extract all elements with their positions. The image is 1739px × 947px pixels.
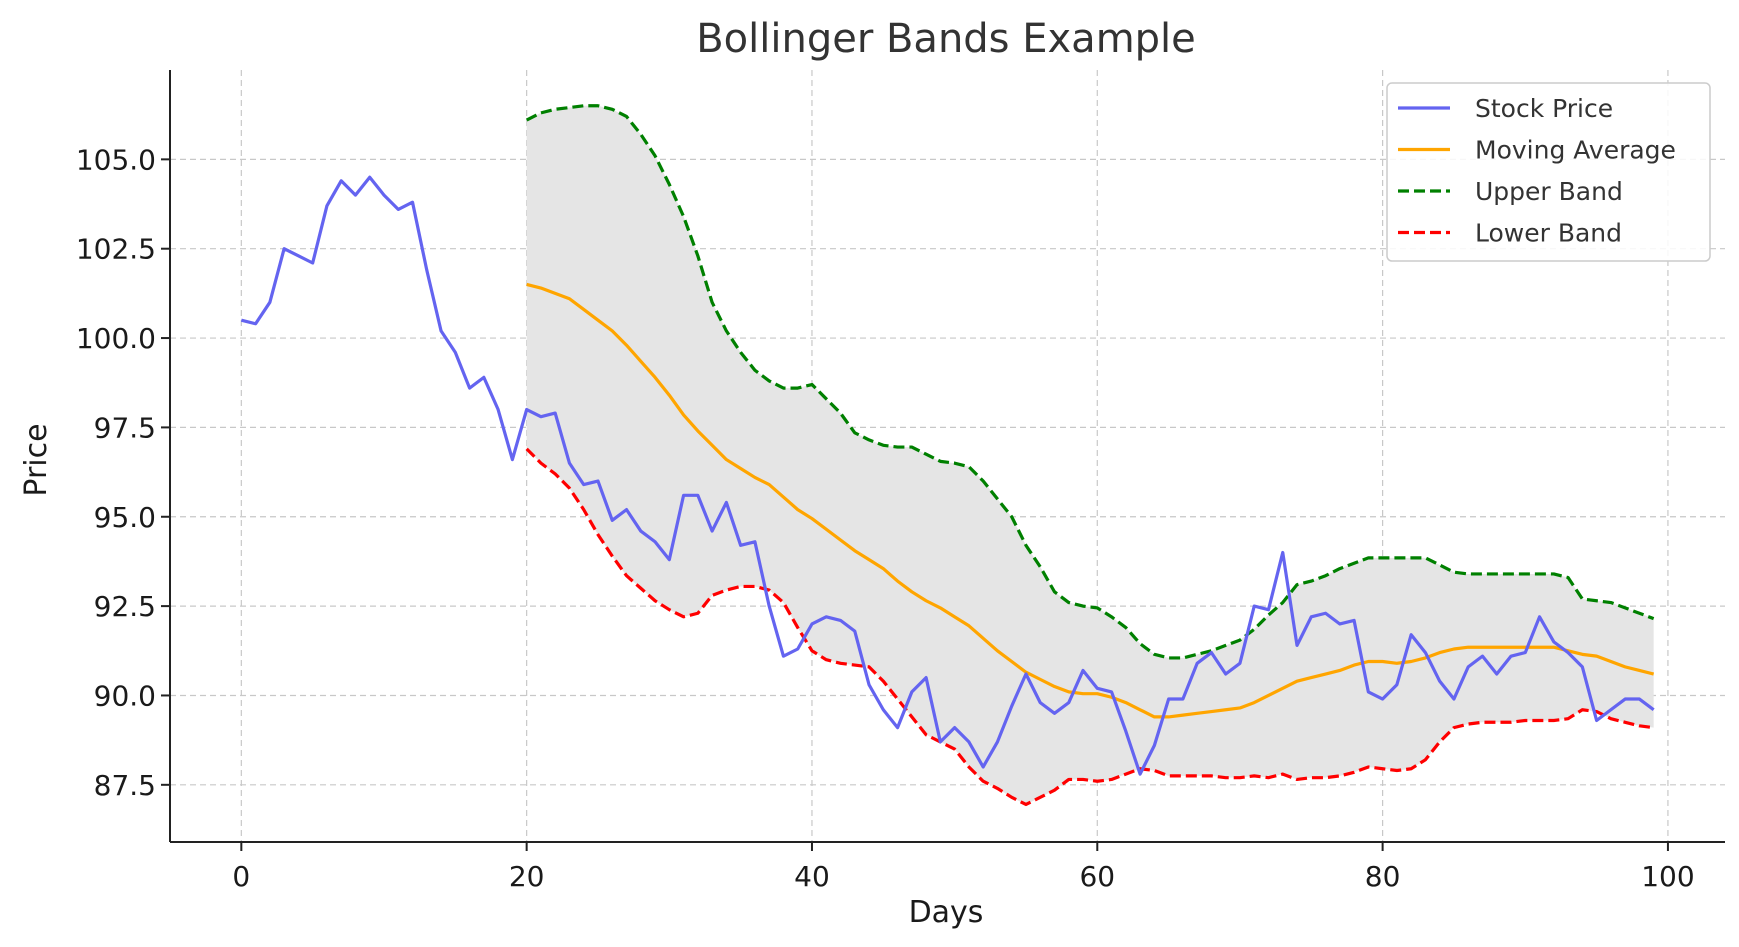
y-tick-label: 105.0 xyxy=(76,143,156,176)
upper-band-line xyxy=(525,104,1655,660)
x-tick-label: 80 xyxy=(1365,860,1401,893)
y-tick-label: 102.5 xyxy=(76,233,156,266)
moving-average-line xyxy=(526,282,1655,719)
legend-label-lower-band: Lower Band xyxy=(1475,219,1622,248)
lower-band-line xyxy=(525,447,1654,807)
x-tick-label: 20 xyxy=(509,860,545,893)
x-tick-label: 60 xyxy=(1079,860,1115,893)
y-tick-label: 87.5 xyxy=(94,769,156,802)
x-tick-label: 0 xyxy=(232,860,250,893)
y-ticks: 87.5 90.0 92.5 95.0 97.5 100.0 102.5 105.0 xyxy=(76,143,170,802)
y-tick-label: 95.0 xyxy=(94,501,156,534)
chart-title: Bollinger Bands Example xyxy=(696,16,1196,62)
x-axis-label: Days xyxy=(909,895,984,930)
y-tick-label: 97.5 xyxy=(94,411,156,444)
legend-label-upper-band: Upper Band xyxy=(1475,177,1623,206)
y-tick-label: 100.0 xyxy=(76,322,156,355)
legend-box xyxy=(1386,82,1711,262)
legend-label-stock-price: Stock Price xyxy=(1475,94,1613,123)
y-tick-label: 90.0 xyxy=(94,679,156,712)
x-tick-label: 100 xyxy=(1641,860,1694,893)
y-tick-label: 92.5 xyxy=(94,590,156,623)
legend: Stock Price Moving Average Upper Band Lower… xyxy=(1386,82,1711,262)
legend-label-moving-average: Moving Average xyxy=(1475,136,1676,165)
stock-price-line xyxy=(240,175,1655,776)
series-layer xyxy=(240,104,1655,807)
x-tick-label: 40 xyxy=(794,860,830,893)
y-axis-label: Price xyxy=(19,423,54,496)
x-ticks: 0 20 40 60 80 100 xyxy=(232,842,1695,893)
